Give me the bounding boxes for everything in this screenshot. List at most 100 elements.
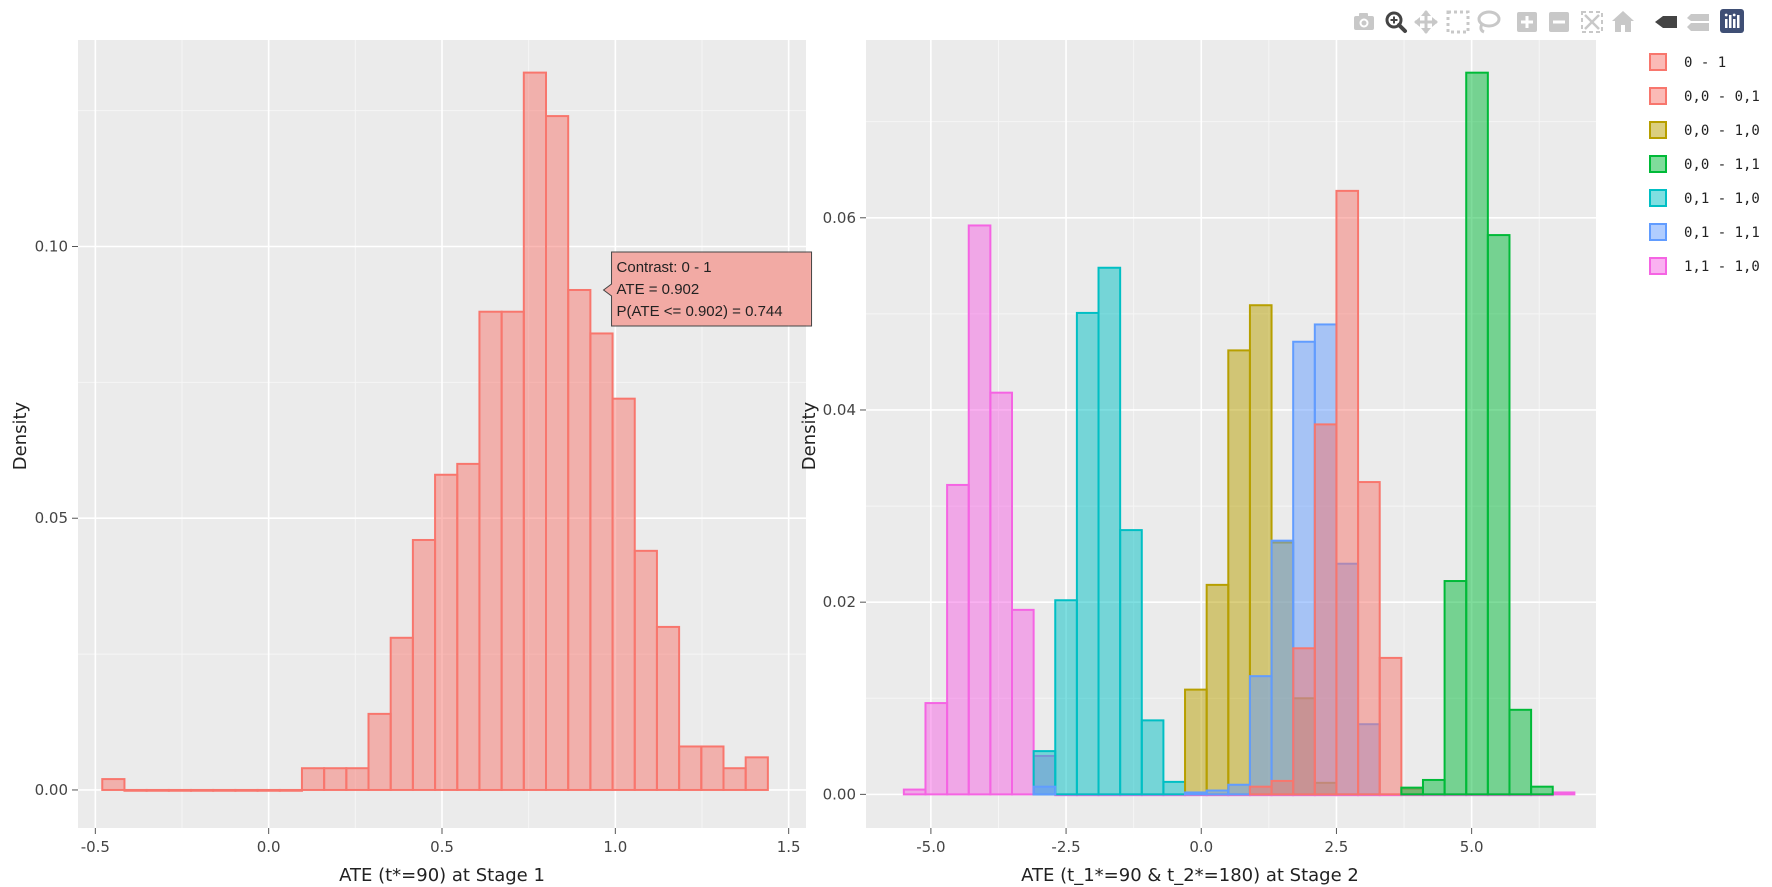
- histogram-bar[interactable]: [1486, 234, 1511, 796]
- stage1-y-axis-title: Density: [10, 401, 31, 470]
- histogram-bar[interactable]: [167, 788, 193, 792]
- histogram-bar[interactable]: [655, 625, 681, 791]
- zoom-in-icon[interactable]: [1517, 12, 1537, 32]
- histogram-bar[interactable]: [946, 483, 970, 796]
- histogram-bar[interactable]: [1184, 791, 1208, 796]
- histogram-bar[interactable]: [1184, 688, 1208, 796]
- histogram-bar[interactable]: [145, 788, 170, 792]
- legend-item[interactable]: 0,0 - 1,0: [1649, 121, 1760, 139]
- histogram-bar[interactable]: [1313, 423, 1338, 796]
- legend-label: 1,1 - 1,0: [1684, 259, 1760, 275]
- histogram-bar[interactable]: [1162, 780, 1187, 796]
- histogram-bar[interactable]: [1032, 785, 1057, 796]
- histogram-bar[interactable]: [500, 310, 525, 791]
- legend-swatch: [1649, 189, 1667, 207]
- histogram-bar[interactable]: [1292, 647, 1316, 796]
- modebar: [1354, 9, 1744, 34]
- histogram-bar[interactable]: [1530, 785, 1554, 796]
- histogram-bar[interactable]: [1400, 786, 1424, 796]
- histogram-bar[interactable]: [1378, 656, 1403, 796]
- histogram-bar[interactable]: [101, 778, 126, 791]
- legend-item[interactable]: 0,1 - 1,0: [1649, 189, 1760, 207]
- stage2-y-tick-label: 0.06: [823, 209, 856, 227]
- histogram-bar[interactable]: [1227, 783, 1251, 796]
- histogram-bar[interactable]: [1140, 719, 1165, 796]
- stage2-series-0-1---1-0: [1032, 266, 1187, 796]
- histogram-bar[interactable]: [190, 788, 215, 792]
- histogram-bar[interactable]: [589, 332, 614, 791]
- hover-tooltip: Contrast: 0 - 1 ATE = 0.902 P(ATE <= 0.902…: [602, 251, 813, 327]
- reset-axes-icon[interactable]: [1612, 11, 1634, 32]
- histogram-bar[interactable]: [1357, 481, 1381, 796]
- histogram-bar[interactable]: [1335, 189, 1360, 796]
- histogram-bar[interactable]: [1205, 789, 1230, 796]
- histogram-bar[interactable]: [345, 767, 370, 791]
- histogram-bar[interactable]: [256, 788, 281, 792]
- histogram-bar[interactable]: [633, 549, 658, 791]
- legend-label: 0,0 - 1,1: [1684, 157, 1760, 173]
- histogram-bar[interactable]: [1248, 675, 1273, 796]
- legend-item[interactable]: 1,1 - 1,0: [1649, 257, 1760, 275]
- histogram-bar[interactable]: [1011, 608, 1035, 796]
- histogram-bar[interactable]: [234, 788, 259, 792]
- legend-item[interactable]: 0 - 1: [1649, 53, 1726, 71]
- histogram-bar[interactable]: [1119, 529, 1143, 796]
- histogram-bar[interactable]: [1205, 583, 1230, 796]
- histogram-bar[interactable]: [744, 756, 769, 791]
- histogram-bar[interactable]: [1227, 349, 1251, 796]
- legend-swatch: [1649, 53, 1667, 71]
- legend-item[interactable]: 0,0 - 1,1: [1649, 155, 1760, 173]
- hover-closest-icon[interactable]: [1655, 16, 1677, 28]
- histogram-bar[interactable]: [902, 788, 927, 796]
- stage2-x-tick-label: 5.0: [1460, 838, 1484, 856]
- stage2-y-tick-label: 0.02: [823, 593, 856, 611]
- pan-icon[interactable]: [1414, 10, 1438, 34]
- histogram-bar[interactable]: [434, 473, 459, 791]
- histogram-bar[interactable]: [1421, 778, 1446, 796]
- histogram-bar[interactable]: [278, 788, 303, 792]
- camera-icon[interactable]: [1354, 13, 1374, 30]
- legend-item[interactable]: 0,0 - 0,1: [1649, 87, 1760, 105]
- histogram-bar[interactable]: [700, 745, 725, 791]
- zoom-out-icon[interactable]: [1549, 12, 1569, 32]
- histogram-bar[interactable]: [212, 788, 237, 792]
- histogram-bar[interactable]: [522, 71, 548, 791]
- plotly-logo-icon[interactable]: [1720, 9, 1744, 33]
- legend-item[interactable]: 0,1 - 1,1: [1649, 223, 1760, 241]
- histogram-bar[interactable]: [1465, 71, 1489, 796]
- histogram-bar[interactable]: [1551, 791, 1576, 796]
- histogram-bar[interactable]: [456, 462, 481, 791]
- stage2-y-axis-title: Density: [799, 401, 820, 470]
- stage1-x-tick-label: 1.5: [777, 838, 801, 856]
- histogram-bar[interactable]: [300, 767, 326, 791]
- hover-compare-icon[interactable]: [1687, 14, 1709, 31]
- box-select-icon[interactable]: [1446, 10, 1470, 34]
- histogram-bar[interactable]: [323, 767, 348, 791]
- histogram-bar[interactable]: [567, 288, 592, 791]
- histogram-bar[interactable]: [1508, 708, 1533, 796]
- histogram-bar[interactable]: [1443, 580, 1468, 796]
- autoscale-icon[interactable]: [1581, 11, 1603, 33]
- histogram-bar[interactable]: [924, 702, 949, 796]
- lasso-select-icon[interactable]: [1477, 10, 1501, 34]
- histogram-bar[interactable]: [478, 310, 503, 791]
- histogram-bar[interactable]: [678, 745, 703, 791]
- histogram-bar[interactable]: [1270, 779, 1295, 796]
- histogram-bar[interactable]: [967, 224, 992, 796]
- histogram-bar[interactable]: [722, 767, 747, 791]
- histogram-bar[interactable]: [367, 712, 392, 791]
- histogram-bar[interactable]: [1248, 785, 1273, 796]
- zoom-icon[interactable]: [1385, 11, 1407, 33]
- stage2-series-0-0---0-1: [1248, 189, 1424, 796]
- histogram-bar[interactable]: [123, 788, 148, 792]
- histogram-bar[interactable]: [1075, 311, 1100, 796]
- histogram-bar[interactable]: [1054, 599, 1078, 796]
- histogram-bar[interactable]: [611, 397, 636, 791]
- histogram-bar[interactable]: [1097, 266, 1122, 796]
- histogram-bar[interactable]: [545, 115, 570, 791]
- histogram-bar[interactable]: [389, 636, 414, 791]
- histogram-bar[interactable]: [989, 391, 1013, 796]
- histogram-bar[interactable]: [1270, 539, 1295, 796]
- histogram-bar[interactable]: [411, 538, 437, 791]
